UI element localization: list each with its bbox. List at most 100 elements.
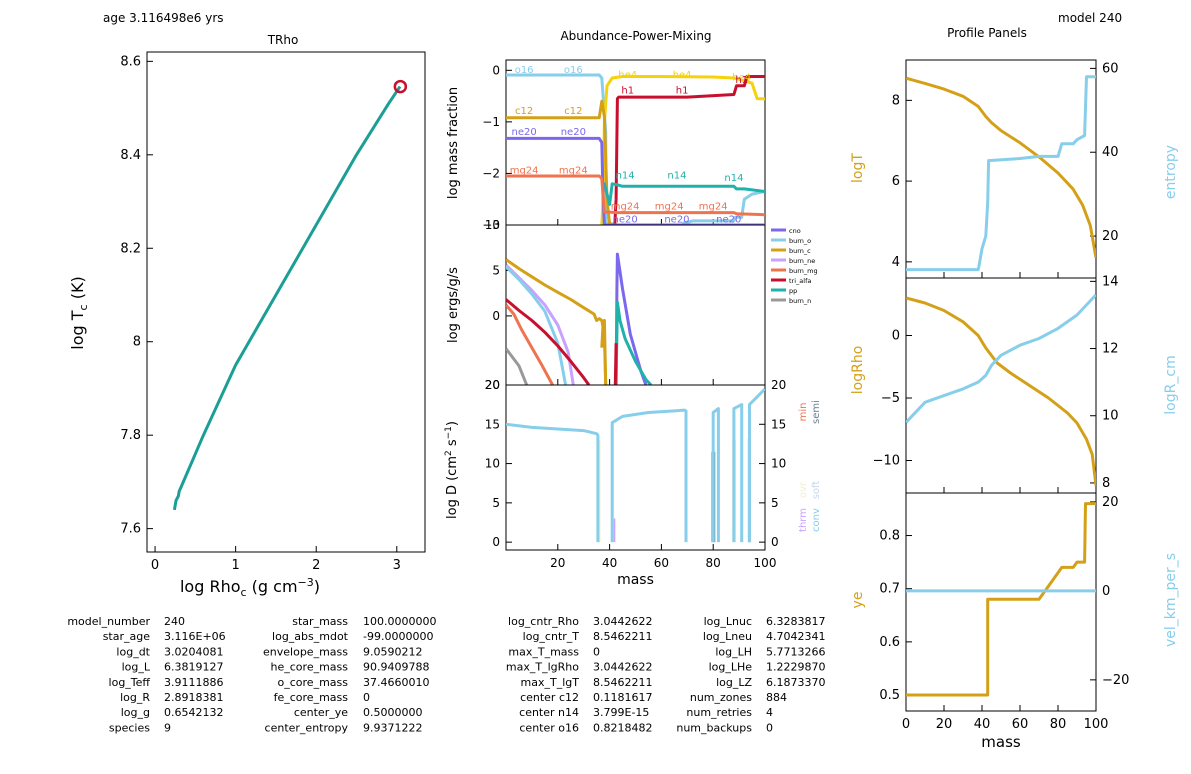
trho-y-tick-label: 8.2 [120,241,141,256]
info-value: 9 [164,721,171,734]
info-key: species [109,721,150,734]
profile_Rho-right-label: logR_cm [1163,355,1179,414]
profile_ye-x-tick-label: 80 [1050,717,1067,732]
power-legend-label: burn_n [789,297,811,305]
abund-curve-label: h1 [735,75,748,86]
profile_T-entropy-line [906,75,1096,272]
info-value: 0.8218482 [593,721,653,734]
info-value: 0.5000000 [363,706,423,719]
trho-y-tick-label: 8.4 [120,148,141,163]
abund-curve-label: he4 [673,70,692,81]
info-value: 3.799E-15 [593,706,649,719]
info-key: star_mass [292,615,348,628]
abund-curve-label: c12 [564,106,582,117]
power-pp-line [614,300,653,385]
abund-mg24-line [506,174,765,217]
info-value: 37.4660010 [363,676,429,689]
profile_T-yl-tick-label: 4 [892,255,900,270]
chart-layer: 0 1 2 37.67.888.28.48.6−3−2−10 o16 o16 he4 he4 h… [120,51,1179,751]
mixing-legend-semi: semi [811,400,822,424]
abund-curve-label: n14 [616,171,635,182]
power-legend-label: burn_ne [789,257,815,265]
profile_T-left-label: logT [850,153,866,183]
power-burn_n-line [506,347,529,385]
profile_T-yl-tick-label: 6 [892,174,900,189]
info-key: star_age [103,630,151,643]
info-value: 3.9111886 [164,676,224,689]
info-key: num_backups [676,721,752,734]
profile_Rho-logRho-line [906,296,1096,486]
power-ylabel: log ergs/g/s [446,267,461,343]
info-key: envelope_mass [263,645,348,658]
info-key: max_T_mass [508,645,579,658]
abund-y-tick-label: −3 [482,218,500,232]
profile_Rho-yr-tick-label: 8 [1102,476,1110,491]
mixing-ylabel: log D (cm2 s−1) [444,421,460,519]
model-label: model 240 [1058,11,1122,25]
mixing-frame [505,384,766,551]
info-key: he_core_mass [271,661,349,674]
age-label: age 3.116498e6 yrs [103,11,224,25]
info-value: 0.1181617 [593,691,653,704]
info-value: 0 [766,721,773,734]
power-tri_alfa-line [506,298,591,385]
info-value: 4 [766,706,773,719]
power-legend-label: burn_mg [789,267,818,275]
mix-y-right-tick-label: 15 [771,417,786,431]
trho-x-tick-label: 1 [231,558,239,573]
info-key: log_L [122,661,151,674]
profile_T-frame [905,59,1097,279]
profile_ye-x-tick-label: 20 [936,717,953,732]
power-y-tick-label: 0 [492,309,500,323]
info-value: 90.9409788 [363,661,429,674]
trho-current-marker [393,79,408,94]
info-key: model_number [67,615,150,628]
profile_ye-yr-tick-label: 0 [1102,584,1110,599]
power-y-bottom-label: 20 [485,378,500,392]
info-key: fe_core_mass [274,691,349,704]
info-key: center_entropy [265,721,349,734]
info-key: center c12 [520,691,579,704]
info-value: 9.9371222 [363,721,423,734]
profile_ye-x-tick-label: 40 [974,717,991,732]
mix-y-right-tick-label: 10 [771,457,786,471]
profile_T-yr-tick-label: 60 [1102,61,1119,76]
info-key: log_cntr_Rho [508,615,579,628]
info-value: -99.0000000 [363,630,433,643]
info-key: log_LHe [709,661,753,674]
mix-y-tick-label: 5 [492,496,500,510]
power-legend-label: burn_o [789,237,811,245]
info-key: num_zones [690,691,752,704]
info-key: log_g [121,706,150,719]
power-y-tick-label: 10 [485,218,500,232]
info-key: log_Lneu [703,630,752,643]
mixing-legend-min: min [798,403,809,422]
abund-curve-label: ne20 [716,214,741,225]
mix-x-tick-label: 100 [754,556,777,570]
mixing-legend-ovr: ovr [798,481,809,498]
profile_Rho-yr-tick-label: 10 [1102,409,1119,424]
info-value: 1.2229870 [766,661,826,674]
profile_Rho-yl-tick-label: −5 [881,391,900,406]
mix-y-tick-label: 0 [492,535,500,549]
abund-curve-label: ne20 [561,127,586,138]
profile_ye-x-tick-label: 60 [1012,717,1029,732]
abund-curve-label: ne20 [512,127,537,138]
profile_ye-xlabel: mass [981,733,1021,751]
abund-y-tick-label: 0 [492,63,500,77]
profile_ye-ye-line [906,502,1096,697]
profile_T-logT-line [906,76,1096,259]
mixing-convection-line [748,387,765,543]
mix-y-right-tick-label: 0 [771,535,779,549]
mix-y-tick-label: 20 [485,378,500,392]
power-burn_mg-line [506,304,554,385]
profile_ye-yr-tick-label: 20 [1102,495,1119,510]
info-value: 9.0590212 [363,645,423,658]
mixing-zone-bar [613,518,616,543]
power-legend-label: pp [789,287,797,295]
abund-curve-label: he4 [618,70,637,81]
abund-curve-label: mg24 [510,165,539,176]
abund-h1-line [613,75,765,225]
profile_T-yr-tick-label: 20 [1102,229,1119,244]
